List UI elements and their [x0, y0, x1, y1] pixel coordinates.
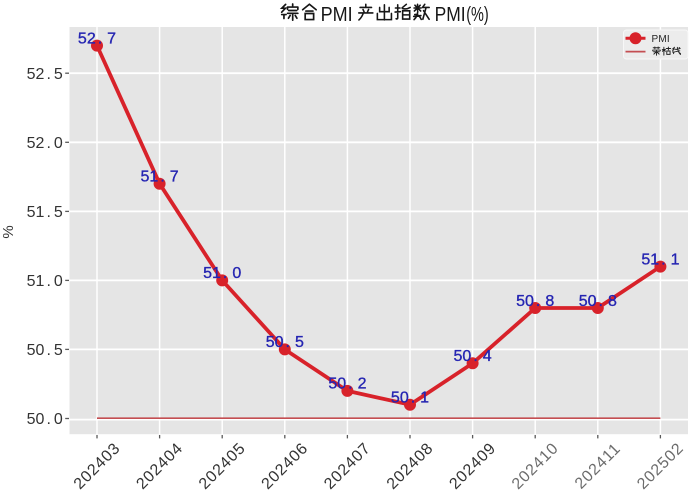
- svg-text:PMI: PMI: [321, 4, 353, 26]
- svg-text:50.8: 50. 8: [516, 293, 554, 310]
- svg-text:52.7: 52. 7: [78, 30, 116, 47]
- svg-text:51.0: 51. 0: [203, 265, 241, 282]
- svg-text:PMI: PMI: [435, 4, 466, 26]
- svg-text:50.8: 50. 8: [579, 293, 617, 310]
- svg-text:50.5: 50. 5: [266, 334, 304, 351]
- svg-text:%: %: [0, 225, 17, 238]
- svg-text:(%): (%): [466, 4, 489, 26]
- svg-text:51.7: 51. 7: [141, 169, 179, 186]
- svg-text:51.1: 51. 1: [641, 251, 679, 268]
- svg-text:50.4: 50. 4: [454, 348, 492, 365]
- svg-text:PMI: PMI: [652, 34, 670, 45]
- svg-text:50.1: 50. 1: [391, 390, 429, 407]
- svg-text:50.2: 50. 2: [328, 376, 366, 393]
